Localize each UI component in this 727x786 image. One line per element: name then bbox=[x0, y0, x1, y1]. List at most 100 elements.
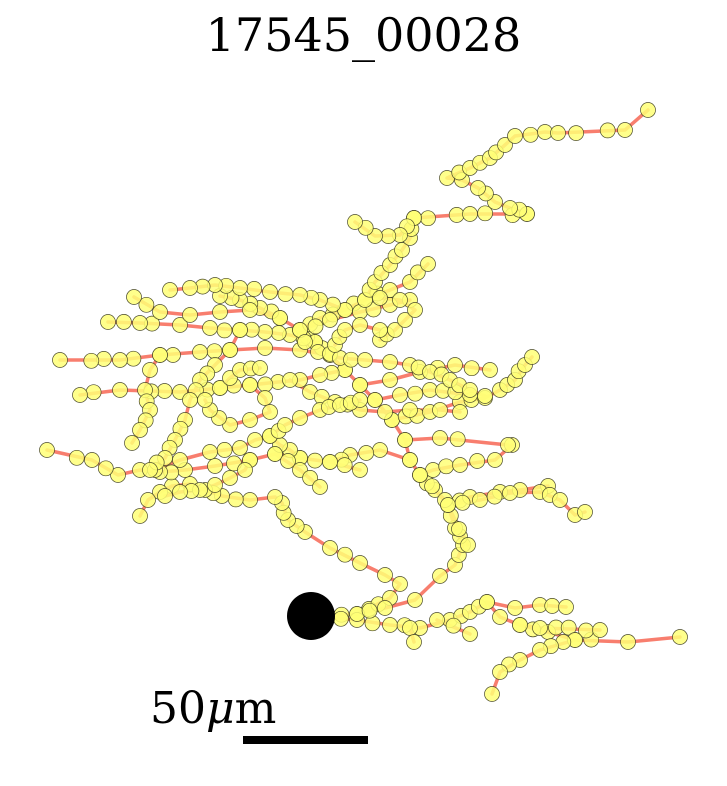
neurite-node bbox=[297, 334, 313, 350]
neurite-node bbox=[577, 504, 593, 520]
neurite-node bbox=[367, 392, 383, 408]
neurite-node bbox=[407, 385, 424, 402]
neurite-node bbox=[242, 377, 258, 393]
neurite-node bbox=[382, 617, 398, 633]
neurite-node bbox=[487, 452, 503, 468]
neurite-node bbox=[39, 442, 55, 458]
neurite-node bbox=[620, 634, 636, 650]
neurite-node bbox=[440, 497, 456, 513]
neurite-node bbox=[409, 264, 426, 281]
neurite-node bbox=[449, 431, 466, 448]
neurite-node bbox=[322, 454, 338, 470]
neurite-node bbox=[432, 402, 448, 418]
neurite-node bbox=[469, 453, 486, 469]
neurite-node bbox=[292, 410, 308, 426]
neurite-node bbox=[292, 287, 308, 303]
neurite-node bbox=[242, 412, 258, 428]
neurite-node bbox=[192, 344, 208, 360]
neurite-node bbox=[68, 449, 85, 466]
neurite-node bbox=[361, 602, 378, 619]
neurite-node bbox=[502, 200, 518, 216]
neurite-node bbox=[262, 284, 278, 300]
neurite-node bbox=[222, 342, 238, 358]
neurite-node bbox=[524, 349, 540, 365]
scale-bar bbox=[243, 736, 368, 744]
neurite-node bbox=[216, 322, 233, 339]
neurite-node bbox=[460, 537, 476, 553]
neurite-node bbox=[358, 445, 375, 461]
neurite-node bbox=[52, 352, 68, 368]
neurite-node bbox=[84, 452, 100, 468]
neurite-node bbox=[407, 592, 423, 608]
neurite-node bbox=[257, 324, 273, 340]
neurite-node bbox=[280, 453, 296, 469]
neurite-node bbox=[507, 128, 523, 144]
neurite-node bbox=[522, 126, 539, 143]
neurite-node bbox=[97, 460, 114, 477]
scale-bar-number: 50 bbox=[150, 683, 206, 734]
neurite-node bbox=[212, 380, 228, 396]
neurite-node bbox=[438, 458, 455, 475]
neurite-node bbox=[477, 388, 493, 404]
neurite-node bbox=[451, 521, 467, 537]
neurite-node bbox=[402, 402, 418, 418]
neurite-node bbox=[83, 352, 100, 369]
neurite-node bbox=[470, 180, 486, 196]
neurite-node bbox=[377, 600, 393, 616]
neurite-node bbox=[544, 598, 561, 614]
neurite-node bbox=[568, 125, 584, 141]
neurite-node bbox=[112, 382, 128, 398]
neurite-node bbox=[222, 470, 238, 486]
neurite-node bbox=[132, 422, 148, 438]
neurite-node bbox=[397, 312, 413, 328]
neurite-node bbox=[477, 205, 493, 222]
neurite-node bbox=[142, 462, 158, 478]
neurite-node bbox=[377, 404, 393, 420]
neurite-node bbox=[412, 467, 428, 483]
neurite-node bbox=[550, 125, 566, 141]
neurite-node bbox=[142, 362, 158, 378]
neurite-node bbox=[140, 492, 156, 508]
neurite-node bbox=[125, 350, 142, 367]
neurite-node bbox=[312, 367, 328, 383]
neurite-node bbox=[347, 214, 363, 230]
neurite-node bbox=[380, 228, 397, 244]
neurite-node bbox=[100, 314, 116, 330]
neurite-node bbox=[157, 488, 173, 504]
neurite-node bbox=[454, 494, 471, 511]
neurite-node bbox=[406, 634, 422, 650]
neurite-node bbox=[182, 307, 198, 323]
neurite-node bbox=[357, 352, 373, 368]
neurite-node bbox=[352, 392, 368, 408]
neurite-node bbox=[432, 430, 448, 446]
neurite-node bbox=[124, 435, 140, 451]
neurite-node bbox=[207, 477, 223, 493]
neurite-node bbox=[232, 280, 248, 296]
neurite-node bbox=[197, 392, 213, 408]
neurite-node bbox=[392, 292, 408, 308]
neurite-node bbox=[343, 351, 359, 368]
neurite-node bbox=[257, 390, 273, 406]
scale-bar-mu: μ bbox=[206, 683, 235, 734]
neurite-node bbox=[500, 437, 516, 453]
neurite-node bbox=[402, 620, 418, 636]
neurite-node bbox=[482, 362, 498, 378]
neurite-node bbox=[182, 392, 198, 408]
neurite-node bbox=[492, 609, 508, 625]
neurite-node bbox=[402, 452, 418, 468]
neurite-node bbox=[497, 137, 513, 153]
neurite-node bbox=[372, 322, 388, 338]
neurite-node bbox=[429, 612, 445, 628]
neurite-node bbox=[257, 340, 273, 356]
neurite-node bbox=[152, 304, 168, 320]
neurite-node bbox=[336, 457, 353, 473]
neurite-node bbox=[110, 467, 126, 483]
neurite-node bbox=[507, 600, 523, 616]
neurite-node bbox=[112, 352, 128, 368]
neurite-node bbox=[312, 479, 328, 495]
neurite-node bbox=[592, 622, 608, 638]
neurite-node bbox=[463, 360, 480, 377]
neurite-node bbox=[307, 318, 324, 335]
neurite-node bbox=[424, 478, 440, 495]
